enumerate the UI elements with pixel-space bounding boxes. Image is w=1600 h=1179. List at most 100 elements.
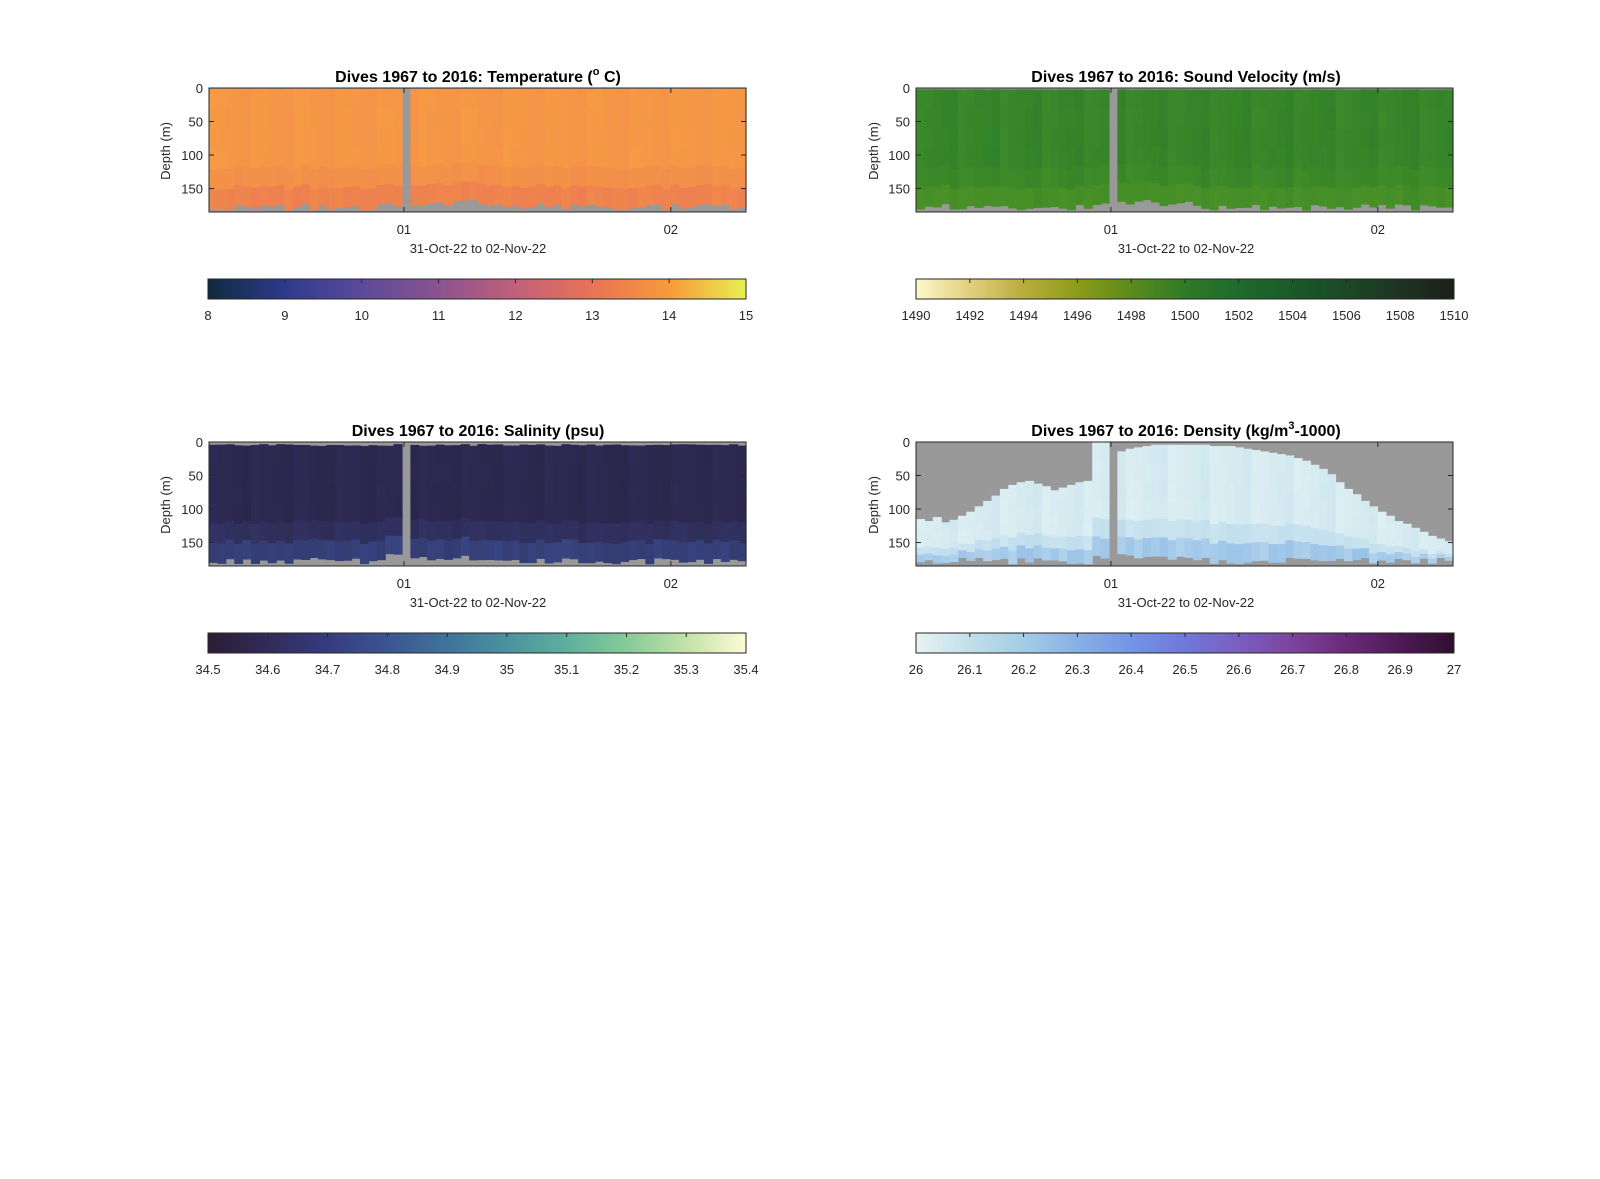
temperature-data-cell — [720, 88, 730, 109]
salinity-ytick-label: 50 — [189, 469, 203, 484]
density-data-cell — [1377, 519, 1387, 529]
sound-velocity-data-cell — [1327, 148, 1337, 170]
temperature-data-cell — [586, 165, 596, 186]
temperature-data-cell — [485, 166, 495, 187]
temperature-data-cell — [712, 146, 722, 167]
sound-velocity-data-cell — [1075, 166, 1085, 186]
salinity-data-cell — [393, 444, 403, 463]
temperature-data-cell — [737, 148, 747, 169]
salinity-colorbar-tick-label: 34.5 — [195, 662, 220, 677]
temperature-ytick-label: 50 — [189, 115, 203, 130]
sound-velocity-data-cell — [1251, 127, 1261, 148]
density-data-cell — [1058, 536, 1068, 550]
sound-velocity-xticks: 01 02 — [1104, 88, 1385, 237]
sound-velocity-data-cell — [1377, 185, 1387, 206]
sound-velocity-data-cell — [1411, 89, 1421, 111]
sound-velocity-data-cell — [1218, 147, 1228, 168]
salinity-data-cell — [536, 520, 546, 540]
salinity-data-cell — [645, 543, 655, 565]
temperature-data-cell — [502, 108, 512, 129]
density-data-cell — [1385, 546, 1395, 555]
sound-velocity-data-cell — [1385, 129, 1395, 150]
salinity-data-cell — [410, 463, 420, 484]
sound-velocity-colorbar-tick-label: 1490 — [902, 308, 931, 323]
temperature-data-cell — [242, 88, 252, 109]
temperature-data-cell — [418, 147, 428, 168]
sound-velocity-data-cell — [1083, 148, 1093, 170]
temperature-data-cell — [720, 165, 730, 186]
sound-velocity-data-cell — [1192, 89, 1202, 110]
sound-velocity-data-cell — [1352, 89, 1362, 110]
temperature-data-cell — [351, 147, 361, 168]
density-data-cell — [1360, 510, 1370, 521]
temperature-data-cell — [368, 148, 378, 170]
density-data-cell — [1335, 545, 1345, 559]
salinity-data-cell — [209, 523, 218, 544]
salinity-data-cell — [443, 464, 453, 484]
density-data-cell — [974, 531, 984, 541]
density-data-cell — [1167, 521, 1177, 541]
sound-velocity-data-cell — [1226, 148, 1236, 170]
salinity-data-cell — [225, 520, 235, 541]
sound-velocity-data-cell — [1016, 109, 1026, 131]
sound-velocity-data-cell — [916, 109, 925, 130]
sound-velocity-data-cell — [941, 184, 951, 205]
sound-velocity-data-cell — [1159, 147, 1169, 168]
sound-velocity-data-cell — [1201, 148, 1211, 170]
salinity-data-cell — [678, 444, 688, 465]
salinity-data-cell — [368, 483, 378, 504]
salinity-xticks: 01 02 — [397, 442, 678, 591]
temperature-data-cell — [267, 166, 277, 187]
density-data-cell — [1218, 502, 1228, 523]
sound-velocity-data-cell — [1134, 182, 1144, 202]
temperature-data-cell — [620, 148, 630, 170]
density-data-cell — [1176, 519, 1186, 539]
salinity-ylabel: Depth (m) — [158, 476, 173, 534]
temperature-data-cell — [586, 146, 596, 167]
temperature-data-cell — [469, 181, 479, 201]
salinity-data-cell — [670, 444, 680, 465]
temperature-data-cell — [544, 187, 554, 208]
density-data-cell — [1243, 467, 1253, 488]
density-data-cell — [1016, 545, 1026, 559]
sound-velocity-data-cell — [1092, 108, 1102, 129]
sound-velocity-data-cell — [991, 89, 1001, 110]
sound-velocity-data-cell — [966, 186, 976, 207]
salinity-data-cell — [443, 540, 453, 560]
temperature-ylabel: Depth (m) — [158, 122, 173, 180]
sound-velocity-data-cell — [1327, 109, 1337, 130]
salinity-data-cell — [267, 445, 277, 466]
temperature-data-cell — [611, 108, 621, 130]
sound-velocity-data-cell — [1075, 89, 1085, 110]
density-data-cell — [1058, 487, 1068, 501]
temperature-data-cell — [225, 88, 235, 110]
sound-velocity-data-cell — [1083, 188, 1093, 209]
temperature-data-cell — [670, 184, 680, 205]
sound-velocity-data-cell — [932, 148, 942, 169]
salinity-data-cell — [351, 501, 361, 522]
salinity-data-cell — [653, 501, 663, 521]
sound-velocity-data-cell — [983, 89, 993, 110]
sound-velocity-data-cell — [1201, 129, 1211, 150]
sound-velocity-data-cell — [1209, 89, 1219, 111]
sound-velocity-data-cell — [1343, 149, 1353, 170]
sound-velocity-data-cell — [1352, 128, 1362, 149]
density-data-cell — [1209, 543, 1219, 564]
density-data-cell — [1427, 549, 1437, 555]
sound-velocity-data-cell — [1402, 147, 1412, 167]
sound-velocity-data-cell — [1318, 147, 1328, 168]
salinity-data-cell — [485, 521, 495, 541]
density-data-cell — [1444, 550, 1454, 555]
density-data-cell — [1419, 549, 1429, 555]
temperature-data-cell — [720, 107, 730, 128]
salinity-data-cell — [687, 483, 697, 504]
sound-velocity-data-cell — [1184, 89, 1194, 109]
salinity-data-cell — [435, 520, 445, 541]
density-data-cell — [1385, 538, 1395, 548]
sound-velocity-data-cell — [1218, 186, 1228, 206]
salinity-data-cell — [569, 482, 579, 503]
density-data-cell — [1293, 474, 1303, 493]
temperature-data-cell — [578, 147, 588, 168]
salinity-data-cell — [712, 501, 722, 522]
